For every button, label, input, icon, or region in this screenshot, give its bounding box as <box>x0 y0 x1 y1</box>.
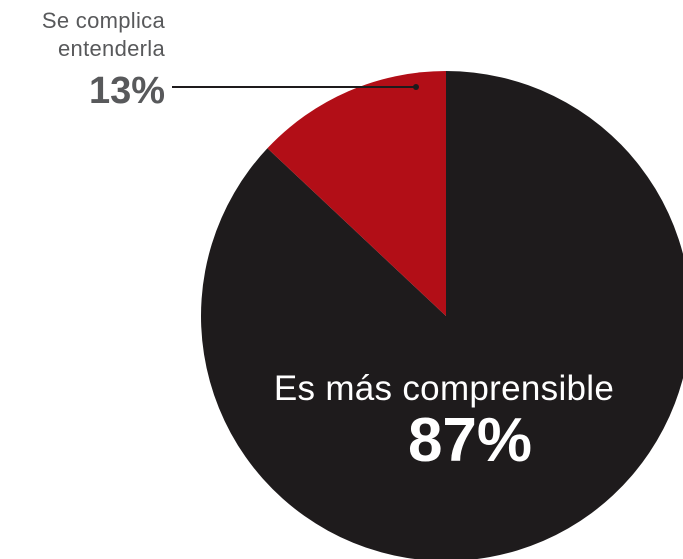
pie-slice-es-mas-comprensible <box>201 71 683 559</box>
slice-label-es-mas-comprensible: Es más comprensible <box>274 369 614 408</box>
slice-value-13: 13% <box>89 70 165 112</box>
leader-dot <box>413 84 419 90</box>
pie-slice-se-complica <box>267 71 446 316</box>
slice-label-se-complica-line2: entenderla <box>58 36 165 61</box>
pie-slices <box>201 71 683 559</box>
slice-value-87: 87% <box>408 406 532 475</box>
slice-label-se-complica-line1: Se complica <box>42 8 166 33</box>
